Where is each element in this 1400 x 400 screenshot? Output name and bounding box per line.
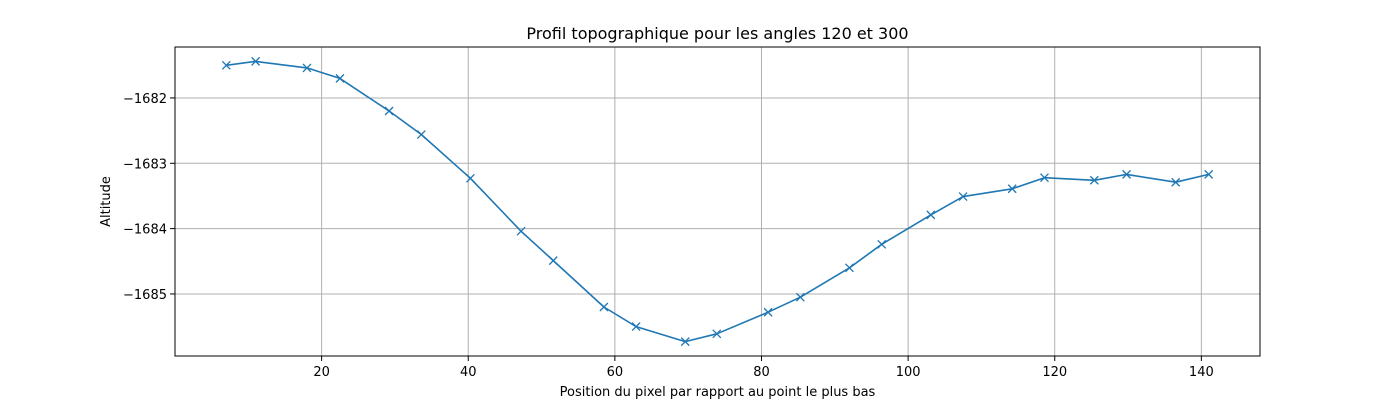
data-point-marker bbox=[1040, 173, 1049, 183]
data-point-marker bbox=[1007, 184, 1017, 194]
plot-frame bbox=[174, 46, 1261, 357]
data-point-marker bbox=[416, 130, 426, 139]
data-point-marker bbox=[1122, 169, 1132, 179]
x-axis-label: Position du pixel par rapport au point l… bbox=[560, 385, 876, 400]
y-axis-ticks: −1682 −1683 −1684 −1685 bbox=[123, 92, 175, 303]
x-tick-label: 140 bbox=[1189, 365, 1214, 380]
y-tick-label: −1683 bbox=[123, 157, 167, 172]
data-point-marker bbox=[1171, 177, 1181, 187]
data-point-marker bbox=[384, 106, 394, 116]
y-axis-label: Altitude bbox=[99, 176, 114, 227]
data-point-marker bbox=[631, 322, 641, 332]
data-point-marker bbox=[712, 329, 722, 339]
data-point-marker bbox=[1089, 175, 1099, 185]
data-point-marker bbox=[548, 256, 558, 266]
grid-lines bbox=[175, 47, 1260, 356]
data-point-marker bbox=[795, 292, 805, 302]
x-axis-ticks: 20 40 60 80 100 120 140 bbox=[313, 356, 1214, 380]
data-point-marker bbox=[221, 60, 231, 70]
data-point-marker bbox=[926, 210, 936, 220]
data-point-marker bbox=[680, 337, 690, 347]
data-point-marker bbox=[335, 73, 345, 83]
data-point-marker bbox=[763, 307, 773, 317]
data-point-marker bbox=[251, 56, 261, 66]
y-tick-label: −1685 bbox=[123, 288, 167, 303]
x-tick-label: 80 bbox=[753, 365, 770, 380]
data-point-marker bbox=[516, 226, 526, 236]
x-tick-label: 120 bbox=[1042, 365, 1067, 380]
chart-title: Profil topographique pour les angles 120… bbox=[526, 24, 908, 43]
data-point-marker bbox=[1204, 169, 1214, 179]
data-point-marker bbox=[465, 173, 475, 183]
data-series bbox=[221, 56, 1214, 347]
data-point-marker bbox=[958, 192, 968, 202]
y-tick-label: −1684 bbox=[123, 223, 167, 238]
x-tick-label: 100 bbox=[896, 365, 921, 380]
x-tick-label: 40 bbox=[460, 365, 477, 380]
data-point-marker bbox=[302, 63, 312, 73]
data-point-marker bbox=[844, 263, 854, 273]
x-tick-label: 60 bbox=[607, 365, 624, 380]
x-tick-label: 20 bbox=[313, 365, 330, 380]
y-tick-label: −1682 bbox=[123, 92, 167, 107]
data-point-marker bbox=[599, 302, 609, 312]
data-point-marker bbox=[877, 239, 887, 249]
